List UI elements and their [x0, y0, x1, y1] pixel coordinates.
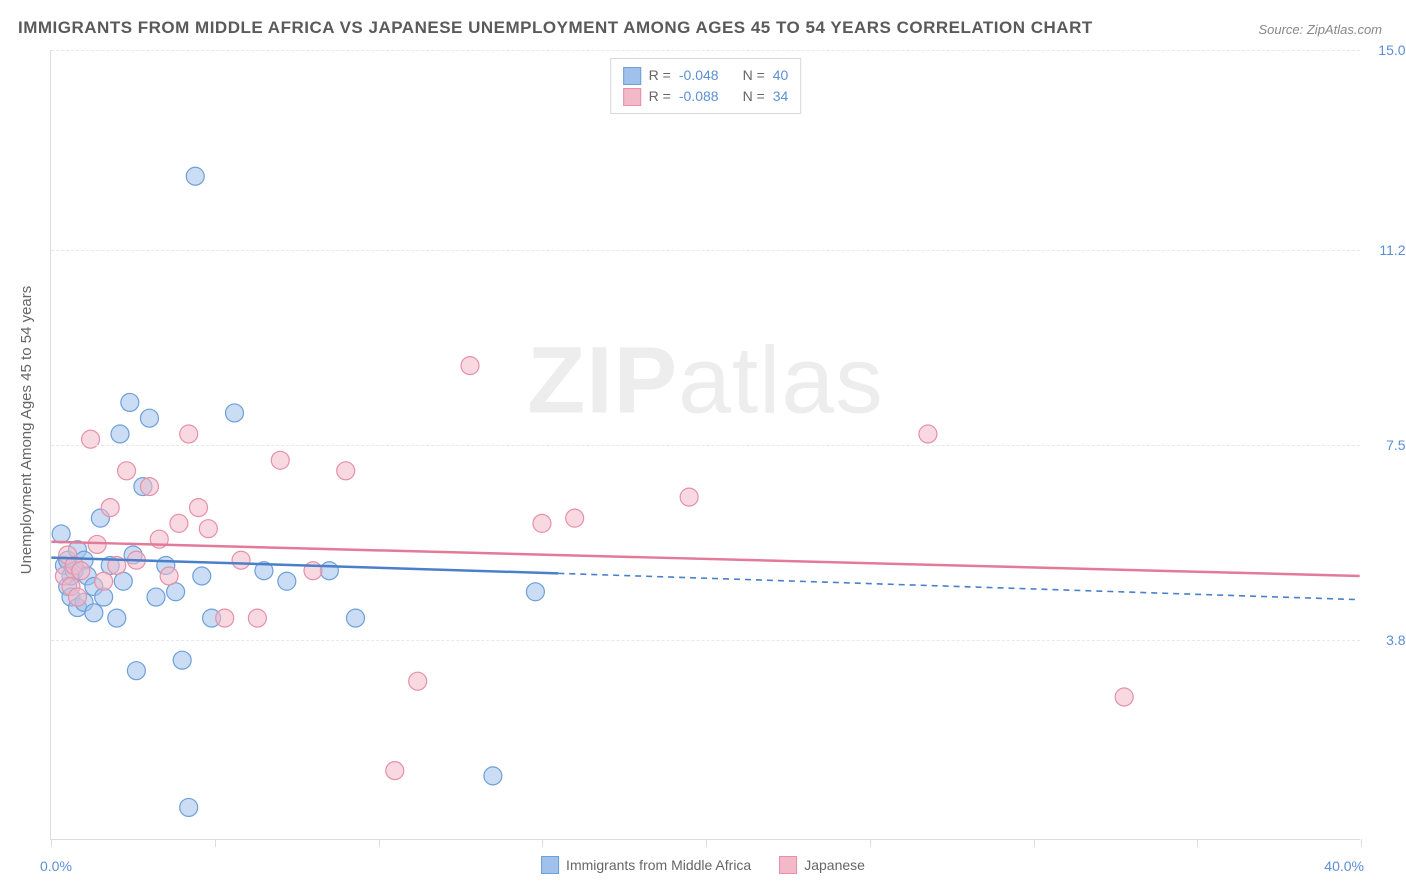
scatter-point: [160, 567, 178, 585]
scatter-point: [248, 609, 266, 627]
source-credit: Source: ZipAtlas.com: [1258, 22, 1382, 37]
gridline: [51, 50, 1360, 51]
legend-item-a: Immigrants from Middle Africa: [541, 856, 751, 874]
scatter-point: [88, 535, 106, 553]
scatter-point: [320, 562, 338, 580]
scatter-point: [484, 767, 502, 785]
scatter-point: [271, 451, 289, 469]
x-tick: [379, 839, 380, 847]
legend-item-b: Japanese: [779, 856, 865, 874]
scatter-point: [127, 662, 145, 680]
x-tick: [706, 839, 707, 847]
scatter-point: [186, 167, 204, 185]
scatter-point: [919, 425, 937, 443]
x-tick: [51, 839, 52, 847]
scatter-point: [533, 514, 551, 532]
y-tick-label: 7.5%: [1386, 437, 1406, 453]
gridline: [51, 250, 1360, 251]
x-tick: [870, 839, 871, 847]
scatter-point: [409, 672, 427, 690]
scatter-point: [190, 499, 208, 517]
scatter-point: [337, 462, 355, 480]
scatter-point: [566, 509, 584, 527]
scatter-point: [232, 551, 250, 569]
x-tick: [542, 839, 543, 847]
chart-title: IMMIGRANTS FROM MIDDLE AFRICA VS JAPANES…: [18, 18, 1093, 38]
scatter-point: [680, 488, 698, 506]
legend-label-b: Japanese: [804, 857, 865, 873]
scatter-point: [386, 762, 404, 780]
scatter-point: [461, 357, 479, 375]
chart-plot-area: ZIPatlas R = -0.048 N = 40 R = -0.088 N …: [50, 50, 1360, 840]
scatter-point: [199, 520, 217, 538]
scatter-point: [526, 583, 544, 601]
scatter-point: [226, 404, 244, 422]
y-tick-label: 11.2%: [1379, 242, 1406, 258]
scatter-point: [72, 562, 90, 580]
x-tick: [1034, 839, 1035, 847]
trend-line-extrapolated: [558, 573, 1359, 599]
scatter-point: [147, 588, 165, 606]
legend-series: Immigrants from Middle Africa Japanese: [541, 856, 865, 874]
legend-swatch-a: [541, 856, 559, 874]
scatter-point: [278, 572, 296, 590]
scatter-point: [69, 588, 87, 606]
scatter-point: [140, 409, 158, 427]
scatter-point: [180, 425, 198, 443]
scatter-point: [108, 609, 126, 627]
scatter-point: [347, 609, 365, 627]
x-axis-min-label: 0.0%: [40, 858, 72, 874]
scatter-point: [180, 798, 198, 816]
y-tick-label: 3.8%: [1386, 632, 1406, 648]
scatter-point: [140, 478, 158, 496]
scatter-point: [118, 462, 136, 480]
scatter-point: [216, 609, 234, 627]
x-tick: [1197, 839, 1198, 847]
legend-label-a: Immigrants from Middle Africa: [566, 857, 751, 873]
gridline: [51, 640, 1360, 641]
scatter-point: [85, 604, 103, 622]
scatter-point: [1115, 688, 1133, 706]
scatter-point: [173, 651, 191, 669]
y-tick-label: 15.0%: [1378, 42, 1406, 58]
legend-swatch-b: [779, 856, 797, 874]
y-axis-label: Unemployment Among Ages 45 to 54 years: [18, 286, 35, 575]
scatter-point: [121, 393, 139, 411]
x-tick: [1361, 839, 1362, 847]
x-axis-max-label: 40.0%: [1324, 858, 1364, 874]
scatter-point: [111, 425, 129, 443]
scatter-point: [101, 499, 119, 517]
scatter-point: [170, 514, 188, 532]
scatter-point: [193, 567, 211, 585]
scatter-point: [95, 572, 113, 590]
scatter-point: [52, 525, 70, 543]
x-tick: [215, 839, 216, 847]
gridline: [51, 445, 1360, 446]
